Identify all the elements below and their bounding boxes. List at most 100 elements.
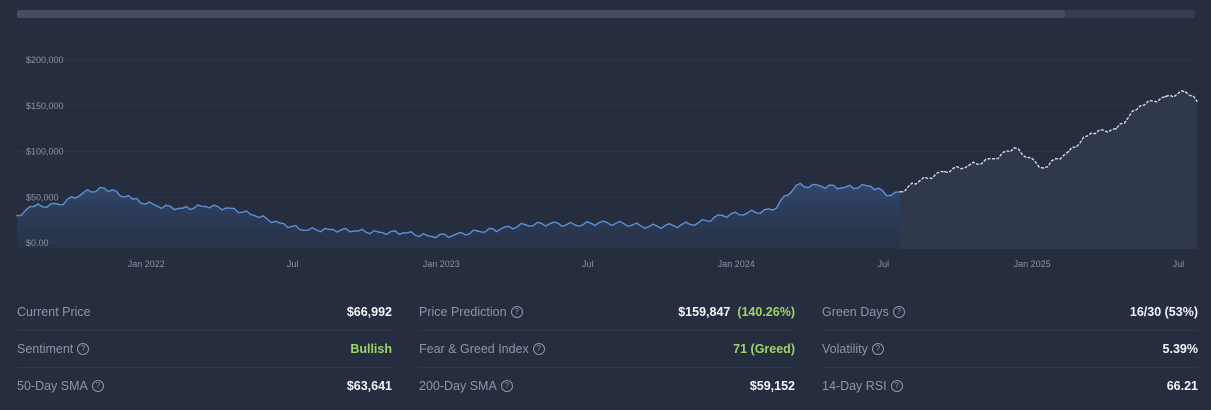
historical-point: [820, 185, 822, 188]
prediction-point: [1196, 100, 1198, 102]
historical-point: [573, 223, 576, 226]
stat-value: 16/30 (53%): [1129, 305, 1198, 319]
stat-label: Volatility: [822, 342, 868, 356]
historical-point: [103, 187, 106, 189]
historical-point: [131, 198, 134, 200]
stat-200-day-sma: 200-Day SMA? $59,152: [419, 368, 795, 404]
historical-point: [33, 205, 35, 208]
stats-panel: Current Price $66,992 Sentiment? Bullish…: [17, 294, 1198, 404]
historical-area: [17, 183, 901, 249]
stat-50-day-sma: 50-Day SMA? $63,641: [17, 368, 392, 404]
help-icon[interactable]: ?: [532, 343, 545, 355]
historical-point: [156, 205, 159, 208]
historical-point: [795, 184, 797, 187]
prediction-point: [1090, 132, 1092, 134]
stat-volatility: Volatility? 5.39%: [822, 331, 1198, 368]
historical-point: [204, 205, 207, 208]
prediction-point: [1139, 104, 1142, 107]
y-tick-label: $100,000: [26, 147, 64, 157]
prediction-point: [993, 158, 995, 160]
help-icon[interactable]: ?: [892, 306, 905, 318]
historical-point: [451, 234, 454, 237]
historical-point: [889, 194, 892, 197]
prediction-point: [1013, 147, 1016, 149]
stat-label: Sentiment: [17, 342, 74, 356]
prediction-point: [944, 170, 946, 173]
x-tick-label: Jul: [878, 259, 890, 269]
stat-sentiment: Sentiment? Bullish: [17, 331, 392, 368]
historical-point: [548, 222, 551, 225]
historical-point: [648, 225, 650, 228]
x-tick-label: Jan 2023: [423, 259, 460, 269]
scrollbar-thumb[interactable]: [17, 10, 1066, 18]
prediction-point: [968, 164, 970, 167]
stat-value: 71 (Greed): [733, 342, 795, 356]
x-tick-label: Jul: [582, 259, 594, 269]
help-icon[interactable]: ?: [890, 380, 903, 392]
stat-value: $59,152: [749, 379, 795, 393]
stat-value: $63,641: [346, 379, 392, 393]
historical-point: [58, 203, 60, 206]
stat-price-prediction: Price Prediction? $159,847 (140.26%): [419, 294, 795, 331]
stat-value: 5.39%: [1162, 342, 1198, 356]
prediction-point: [899, 190, 902, 193]
price-chart: $200,000 $150,000 $100,000 $50,000 $0.00 Jan…: [16, 55, 1198, 269]
historical-point: [303, 229, 305, 231]
prediction-line: [900, 90, 1198, 193]
y-tick-label: $50,000: [26, 192, 59, 202]
prediction-area: [900, 90, 1197, 249]
historical-point: [672, 224, 675, 227]
stat-green-days: Green Days? 16/30 (53%): [822, 294, 1198, 331]
prediction-point: [918, 179, 921, 182]
historical-point: [598, 222, 600, 224]
historical-point: [82, 191, 85, 194]
stat-current-price: Current Price $66,992: [17, 294, 392, 331]
help-icon[interactable]: ?: [871, 343, 884, 355]
historical-point: [721, 214, 724, 217]
historical-point: [253, 214, 256, 217]
y-tick-label: $150,000: [26, 101, 64, 111]
stat-change-percent: (140.26%): [737, 305, 795, 319]
stat-label: Green Days: [822, 305, 889, 319]
stat-label: Current Price: [17, 305, 91, 319]
prediction-point: [1184, 91, 1187, 93]
x-tick-label: Jul: [1173, 259, 1185, 269]
historical-point: [328, 228, 330, 231]
historical-point: [278, 222, 281, 224]
stat-value: $66,992: [346, 305, 392, 319]
historical-point: [524, 223, 527, 226]
historical-point: [402, 232, 405, 234]
historical-point: [869, 185, 872, 188]
historical-point: [476, 230, 479, 232]
stat-value: 66.21: [1166, 379, 1198, 393]
x-tick-label: Jan 2025: [1014, 259, 1051, 269]
prediction-point: [1164, 95, 1167, 98]
x-tick-label: Jul: [287, 259, 299, 269]
historical-point: [229, 207, 232, 210]
stat-label: Fear & Greed Index: [419, 342, 529, 356]
help-icon[interactable]: ?: [500, 380, 513, 392]
y-tick-label: $0.00: [26, 238, 49, 248]
stat-label: 200-Day SMA: [419, 379, 497, 393]
stats-column-3: Green Days? 16/30 (53%) Volatility? 5.39…: [822, 294, 1198, 404]
historical-point: [771, 209, 774, 211]
stats-column-2: Price Prediction? $159,847 (140.26%) Fea…: [419, 294, 795, 404]
historical-point: [499, 228, 502, 231]
historical-point: [746, 212, 749, 214]
historical-line: [16, 182, 901, 239]
historical-point: [623, 222, 625, 225]
x-tick-label: Jan 2024: [718, 259, 755, 269]
stat-label: Price Prediction: [419, 305, 507, 319]
help-icon[interactable]: ?: [510, 306, 523, 318]
stat-14-day-rsi: 14-Day RSI? 66.21: [822, 368, 1198, 404]
historical-point: [697, 222, 700, 224]
stat-label: 50-Day SMA: [17, 379, 88, 393]
historical-point: [377, 231, 380, 233]
help-icon[interactable]: ?: [91, 380, 104, 392]
prediction-point: [1042, 167, 1045, 169]
stat-fear-greed-index: Fear & Greed Index? 71 (Greed): [419, 331, 795, 368]
help-icon[interactable]: ?: [77, 343, 90, 355]
chart-range-scrollbar[interactable]: [17, 10, 1195, 18]
stat-value: $159,847: [678, 305, 731, 319]
x-tick-label: Jan 2022: [128, 259, 165, 269]
